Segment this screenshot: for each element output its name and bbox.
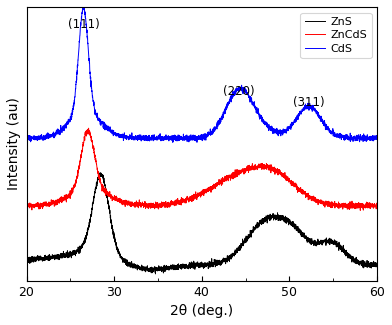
ZnCdS [368,207,373,211]
ZnCdS [358,208,363,212]
Line: CdS: CdS [27,6,377,142]
ZnCdS [330,204,335,208]
ZnCdS [85,131,90,135]
ZnS [159,267,163,271]
ZnS [368,262,373,266]
ZnCdS [159,205,163,209]
Text: (311): (311) [293,96,325,109]
ZnCdS [24,201,29,205]
CdS [171,140,175,144]
ZnS [330,242,335,246]
ZnCdS [375,201,379,205]
CdS [174,136,179,139]
Line: ZnCdS: ZnCdS [27,128,377,210]
ZnS [24,256,29,260]
ZnS [174,265,179,268]
ZnCdS [64,196,69,200]
CdS [330,130,335,134]
CdS [80,5,85,8]
CdS [159,135,163,139]
Line: ZnS: ZnS [27,173,377,274]
Text: (220): (220) [223,85,254,98]
ZnS [85,232,90,236]
Legend: ZnS, ZnCdS, CdS: ZnS, ZnCdS, CdS [300,12,372,58]
ZnCdS [86,126,91,130]
ZnS [375,263,379,266]
Text: (111): (111) [69,19,100,32]
CdS [64,124,69,128]
ZnS [153,272,158,276]
ZnCdS [174,198,179,202]
CdS [375,136,379,140]
X-axis label: 2θ (deg.): 2θ (deg.) [170,304,233,318]
Y-axis label: Intensity (au): Intensity (au) [7,98,21,190]
CdS [24,137,29,141]
CdS [85,37,90,41]
CdS [368,136,373,140]
ZnS [98,171,102,175]
ZnS [64,255,69,259]
